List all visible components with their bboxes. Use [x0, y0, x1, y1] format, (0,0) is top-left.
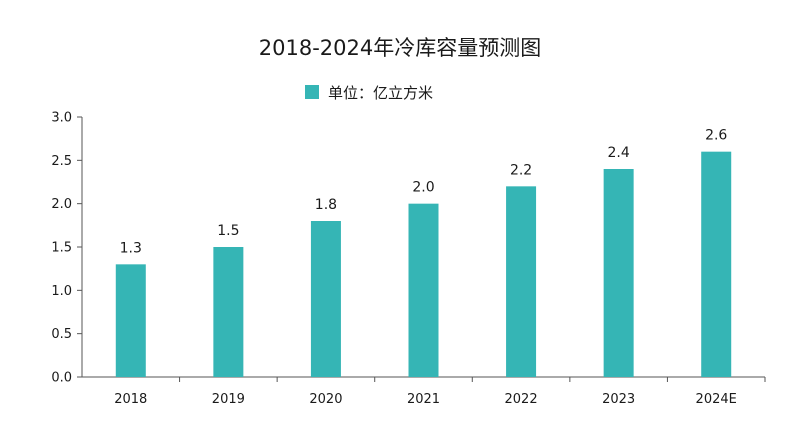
y-tick-label: 2.0 — [51, 197, 72, 212]
data-label: 2.4 — [608, 145, 630, 161]
data-label: 2.0 — [412, 180, 434, 196]
x-axis: 2018 2019 2020 2021 2022 2023 2024E — [82, 376, 766, 407]
bar — [310, 221, 341, 377]
bar — [506, 186, 537, 377]
chart-title: 2018-2024年冷库容量预测图 — [259, 36, 541, 60]
bar-series — [115, 151, 732, 377]
data-label: 1.3 — [120, 240, 142, 256]
y-axis: 0.0 0.5 1.0 1.5 2.0 2.5 3.0 — [51, 111, 83, 386]
legend-swatch — [305, 85, 319, 99]
y-tick-label: 2.5 — [51, 154, 72, 169]
y-tick-label: 0.5 — [51, 327, 72, 342]
data-label: 1.5 — [217, 223, 239, 239]
bar — [408, 203, 439, 377]
x-tick-label: 2020 — [309, 392, 342, 407]
bar — [213, 247, 244, 377]
y-tick-label: 1.5 — [51, 241, 72, 256]
y-tick-label: 3.0 — [51, 111, 72, 126]
x-tick-label: 2023 — [602, 392, 635, 407]
data-label: 2.6 — [705, 128, 727, 144]
data-label: 2.2 — [510, 162, 532, 178]
bar — [603, 169, 634, 377]
x-tick-label: 2024E — [696, 392, 737, 407]
legend-label: 单位：亿立方米 — [328, 84, 433, 102]
legend: 单位：亿立方米 — [305, 84, 433, 102]
bar — [115, 264, 146, 377]
y-tick-label: 1.0 — [51, 284, 72, 299]
x-tick-label: 2021 — [407, 392, 440, 407]
x-tick-label: 2018 — [114, 392, 147, 407]
x-tick-label: 2022 — [505, 392, 538, 407]
bar — [701, 151, 732, 377]
data-labels: 1.3 1.5 1.8 2.0 2.2 2.4 2.6 — [120, 128, 728, 257]
x-tick-label: 2019 — [212, 392, 245, 407]
data-label: 1.8 — [315, 197, 337, 213]
y-tick-label: 0.0 — [51, 371, 72, 386]
